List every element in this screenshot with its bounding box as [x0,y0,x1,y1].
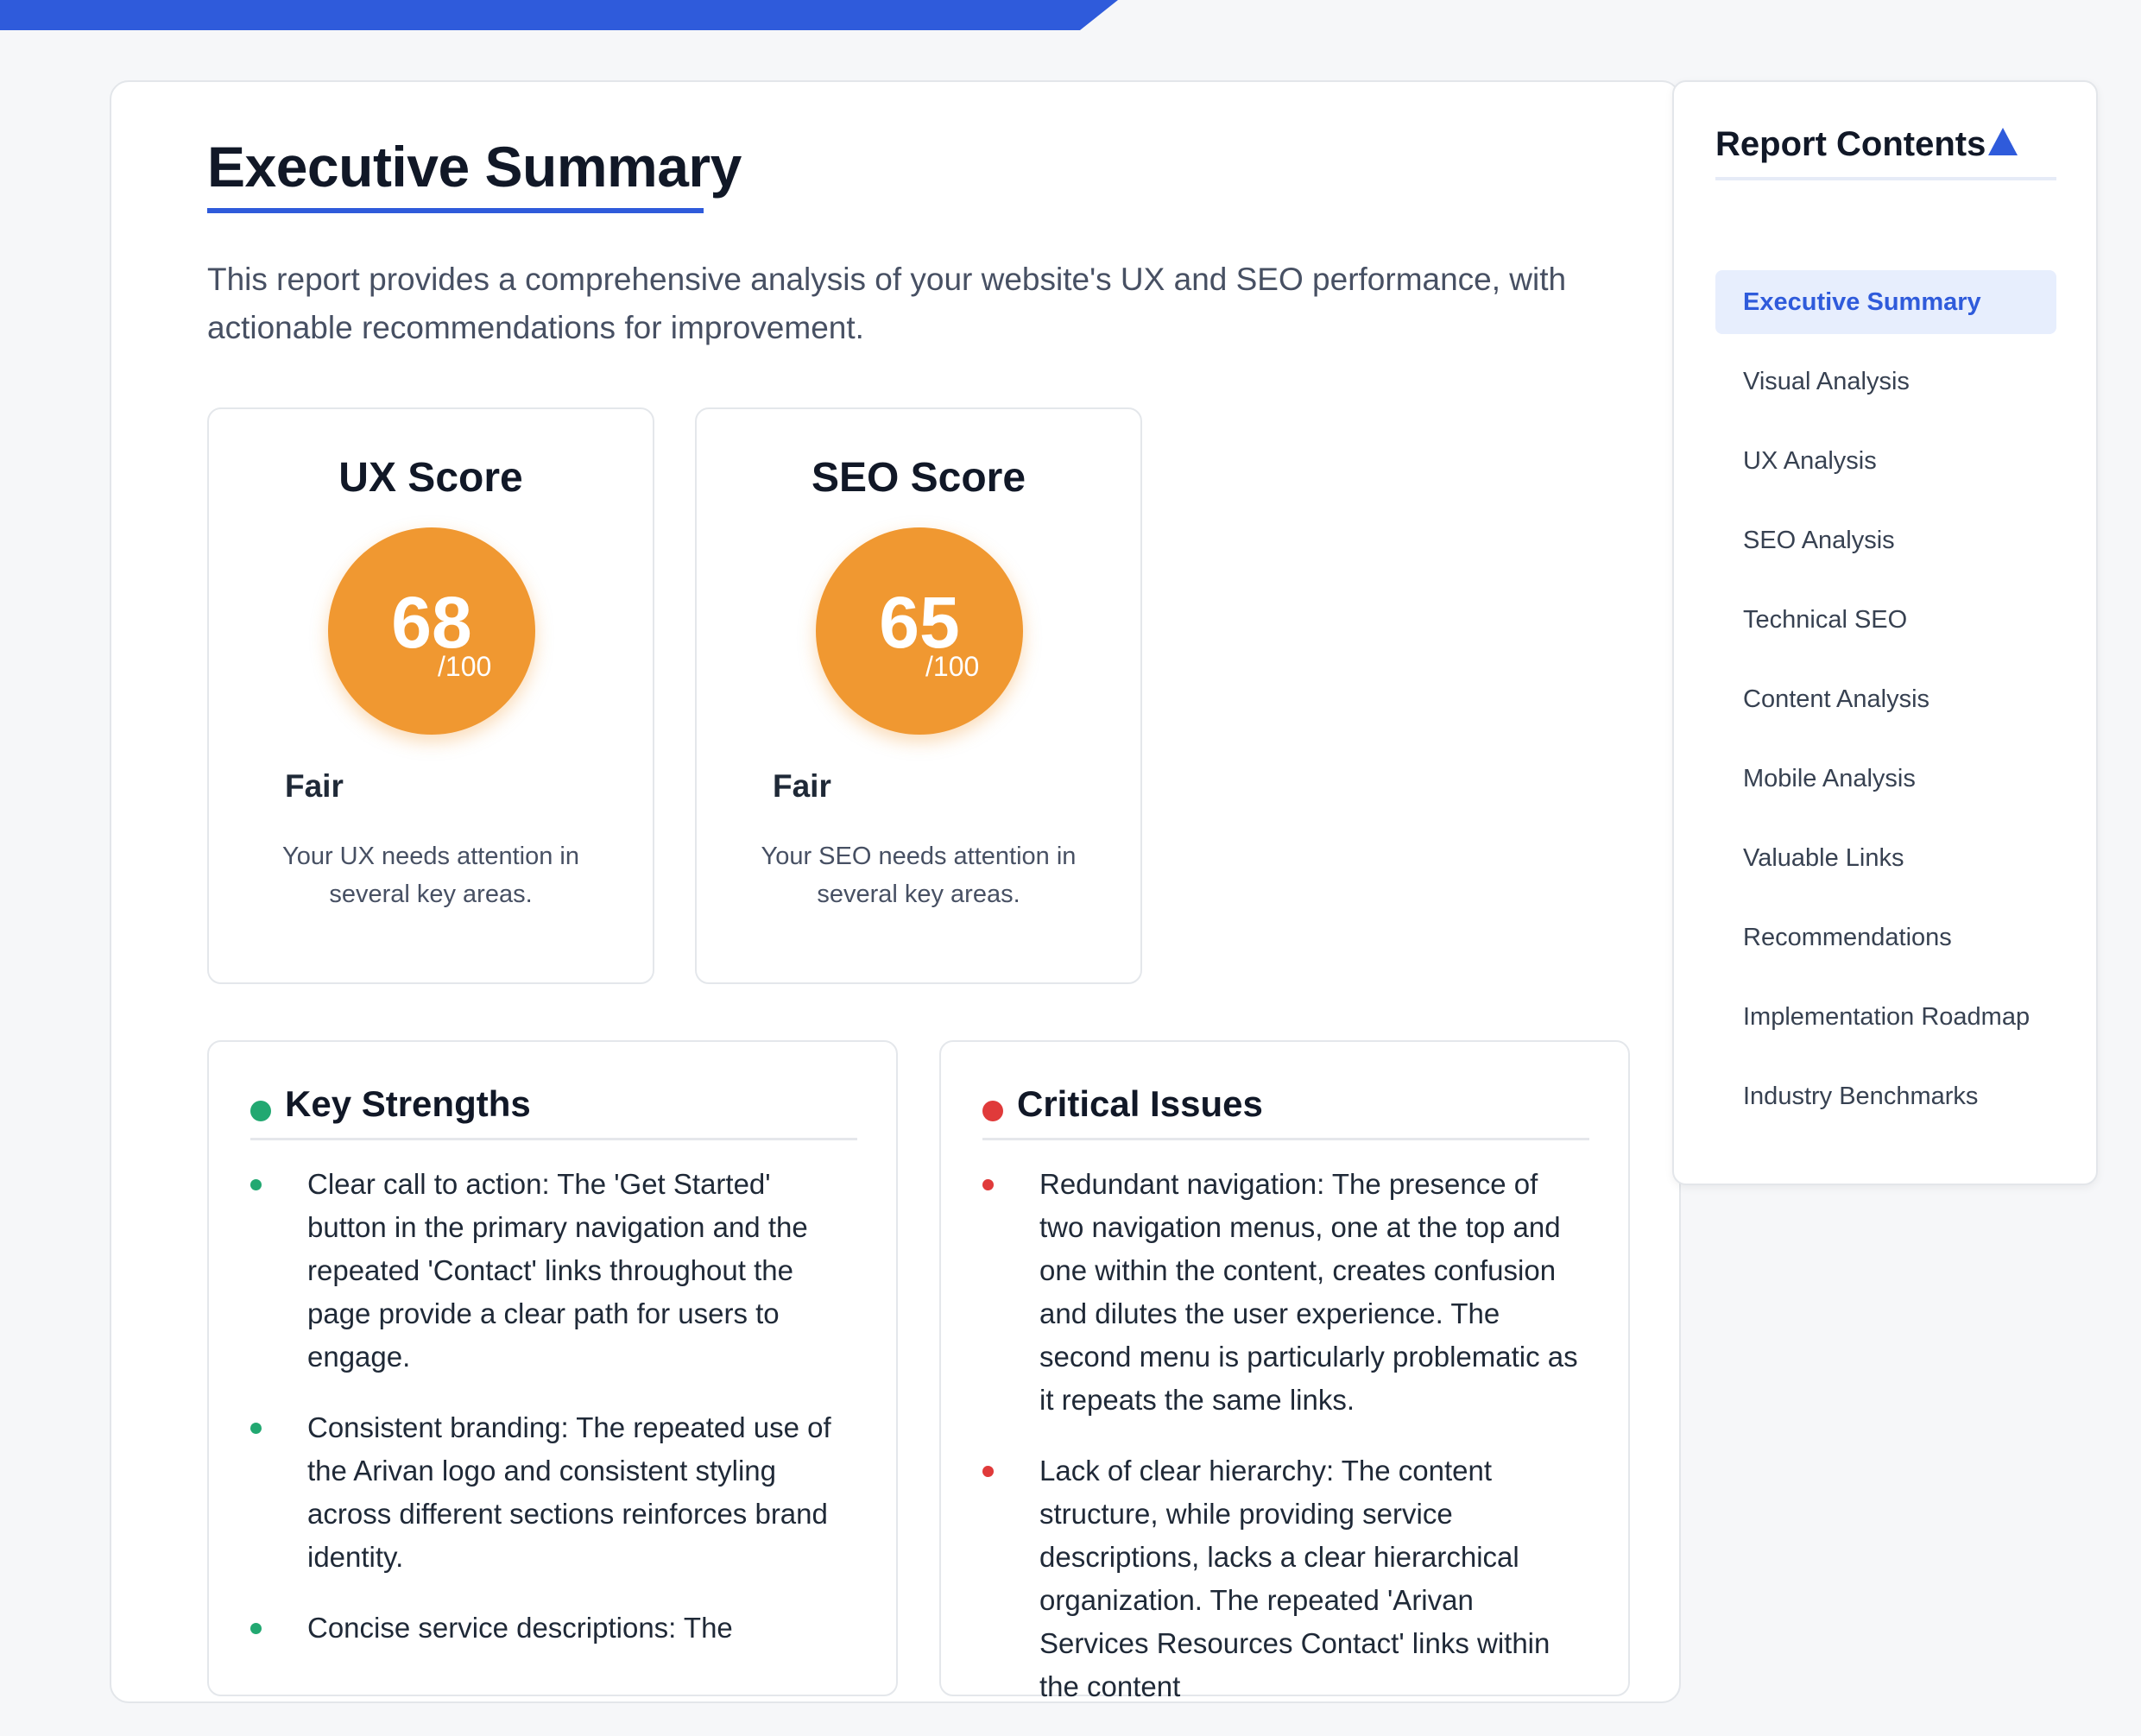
toc-item-seo-analysis[interactable]: SEO Analysis [1743,527,1895,554]
critical-issues-header: Critical Issues [982,1083,1589,1140]
critical-issues-list: Redundant navigation: The presence of tw… [982,1163,1587,1736]
toc-item-content-analysis[interactable]: Content Analysis [1743,685,1930,713]
intro-text: This report provides a comprehensive ana… [207,262,1567,345]
list-item-text: Redundant navigation: The presence of tw… [1039,1168,1578,1416]
key-strengths-header: Key Strengths [250,1083,857,1140]
critical-issues-title: Critical Issues [1017,1083,1263,1124]
list-item: Clear call to action: The 'Get Started' … [250,1163,855,1379]
toc-item-visual-analysis[interactable]: Visual Analysis [1743,368,1910,395]
page-title: Executive Summary [207,135,742,199]
ux-score-rating: Fair [285,768,344,804]
toc-item-industry-benchmarks[interactable]: Industry Benchmarks [1743,1083,1979,1110]
bullet-icon [250,1179,262,1190]
ux-score-value: 68 [391,582,472,663]
ux-score-card: UX Score 68 /100 Fair Your UX needs atte… [207,407,654,984]
seo-score-value: 65 [879,582,960,663]
toc-item-ux-analysis[interactable]: UX Analysis [1743,447,1877,475]
seo-score-rating: Fair [773,768,831,804]
list-item-text: Clear call to action: The 'Get Started' … [307,1168,808,1373]
toc-item-mobile-analysis[interactable]: Mobile Analysis [1743,765,1916,792]
seo-score-title: SEO Score [811,455,1026,501]
list-item: Concise service descriptions: The [250,1607,855,1650]
critical-issues-card: Critical Issues Redundant navigation: Th… [939,1040,1630,1702]
key-strengths-card: Key Strengths Clear call to action: The … [207,1040,898,1696]
report-contents-sidebar: Report Contents Executive Summary Visual… [1672,80,2098,1185]
title-underline [207,208,704,213]
seo-score-max: /100 [925,651,980,682]
toc-item-valuable-links[interactable]: Valuable Links [1743,844,1904,872]
red-dot-icon [982,1101,1003,1121]
bullet-icon [982,1179,994,1190]
list-item: Redundant navigation: The presence of tw… [982,1163,1587,1422]
ux-score-max: /100 [438,651,492,682]
toc-item-executive-summary[interactable]: Executive Summary [1715,270,2056,334]
list-item: Lack of clear hierarchy: The content str… [982,1449,1587,1708]
triangle-icon[interactable] [1988,128,2018,155]
report-contents-header: Report Contents [1715,125,2056,180]
bullet-icon [250,1623,262,1634]
ux-score-title: UX Score [338,455,523,501]
top-accent-bar [0,0,1118,30]
list-item-text: Lack of clear hierarchy: The content str… [1039,1455,1550,1702]
toc-item-implementation-roadmap[interactable]: Implementation Roadmap [1743,1003,2030,1031]
report-contents-title: Report Contents [1715,125,1986,163]
list-item-text: Concise service descriptions: The [307,1612,733,1644]
ux-score-description: Your UX needs attention in several key a… [282,843,579,908]
bullet-icon [250,1423,262,1434]
toc-item-recommendations[interactable]: Recommendations [1743,924,1952,951]
seo-score-description: Your SEO needs attention in several key … [761,843,1077,908]
bullet-icon [982,1466,994,1477]
green-dot-icon [250,1101,271,1121]
seo-score-circle: 65 /100 [816,527,1023,735]
key-strengths-list: Clear call to action: The 'Get Started' … [250,1163,855,1677]
ux-score-circle: 68 /100 [328,527,535,735]
key-strengths-title: Key Strengths [285,1083,531,1124]
list-item-text: Consistent branding: The repeated use of… [307,1411,831,1573]
seo-score-card: SEO Score 65 /100 Fair Your SEO needs at… [695,407,1142,984]
toc-item-technical-seo[interactable]: Technical SEO [1743,606,1908,634]
list-item: Consistent branding: The repeated use of… [250,1406,855,1579]
